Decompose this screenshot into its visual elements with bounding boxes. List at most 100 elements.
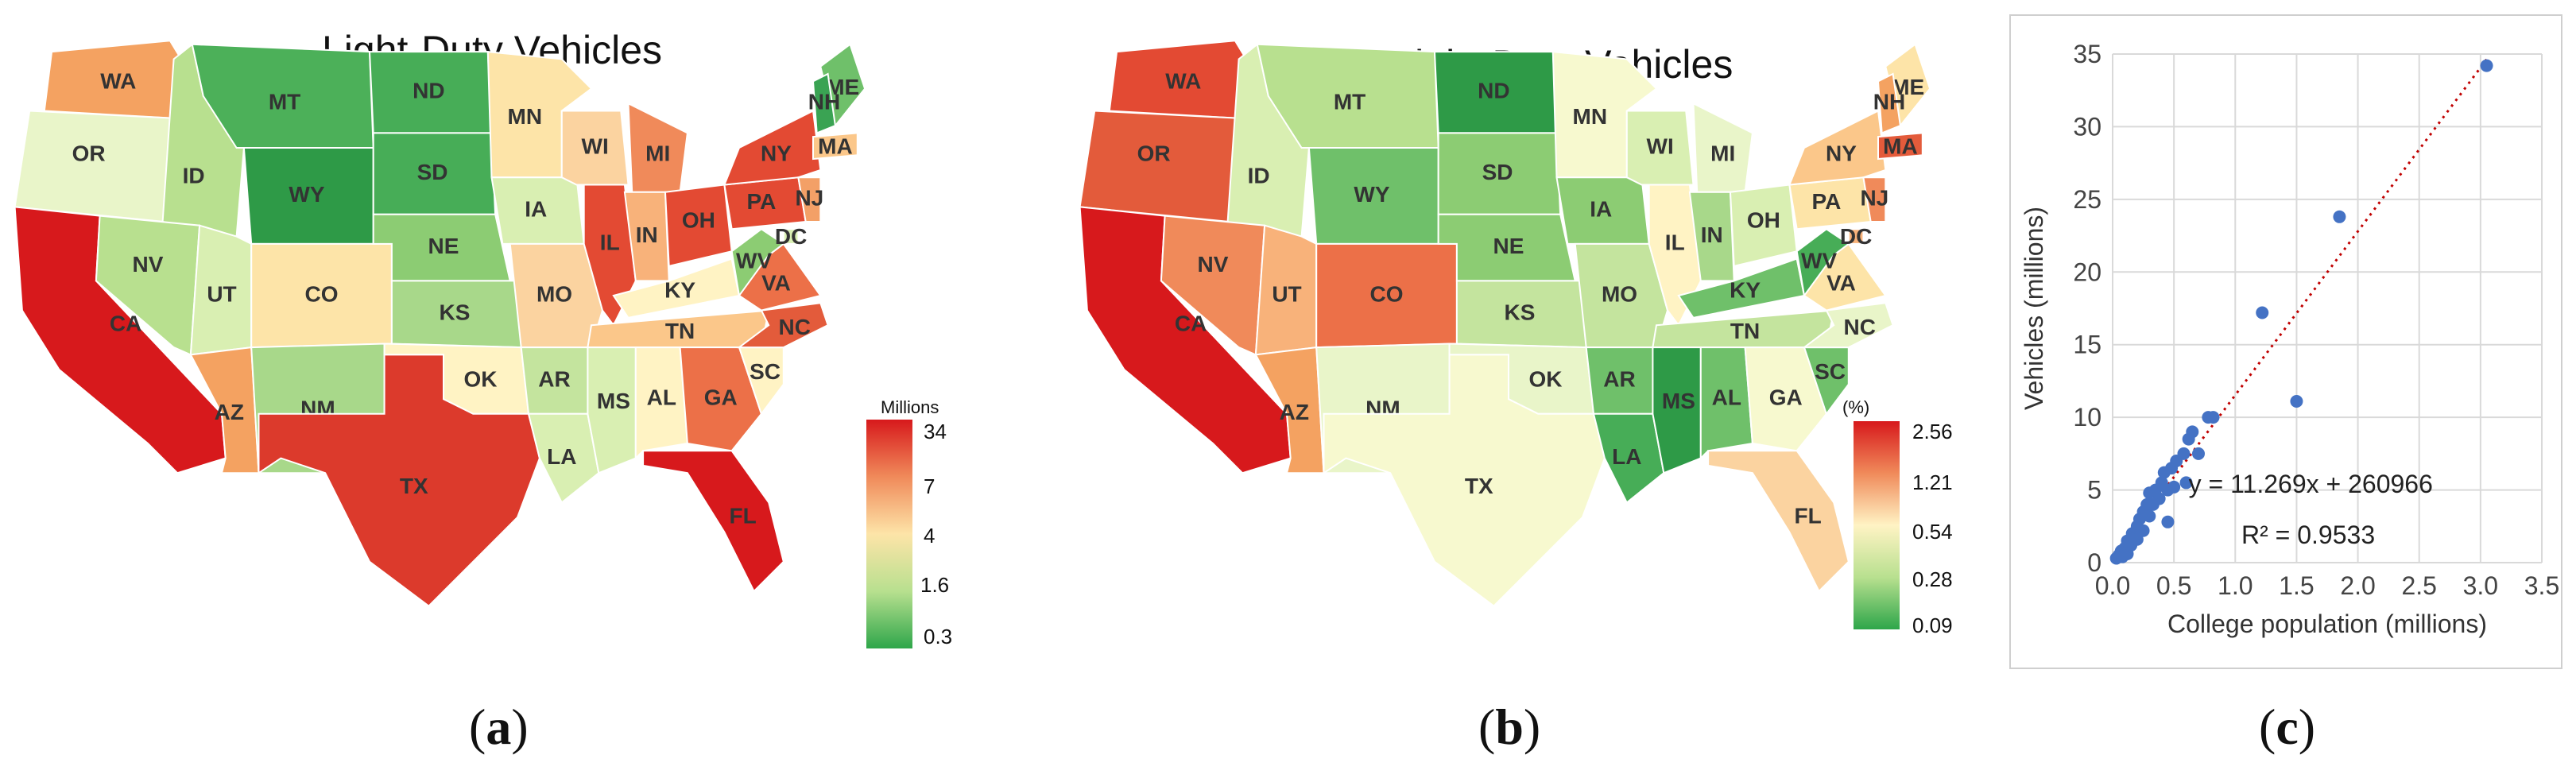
state-label-co: CO (1370, 281, 1404, 306)
state-label-wi: WI (582, 134, 609, 158)
caption-a: (a) (469, 699, 529, 755)
scatter-point (2152, 492, 2166, 505)
x-tick-label: 3.5 (2524, 571, 2559, 600)
state-label-la: LA (1612, 444, 1641, 469)
state-al (634, 346, 688, 461)
caption-c: (c) (2259, 699, 2316, 755)
x-tick-label: 3.0 (2463, 571, 2498, 600)
y-tick-label: 25 (2073, 185, 2101, 214)
state-label-mn: MN (508, 104, 543, 129)
state-label-ma: MA (1883, 134, 1918, 158)
state-wv (1795, 228, 1850, 298)
legend-b-title: (%) (1842, 397, 1870, 417)
state-label-or: OR (1137, 141, 1171, 166)
legend-b-tick: 0.09 (1912, 613, 1953, 637)
state-nv (1160, 215, 1266, 356)
legend-b-tick: 1.21 (1912, 470, 1953, 494)
state-nv (95, 215, 201, 356)
state-label-fl: FL (1795, 503, 1822, 528)
state-label-ia: IA (1590, 196, 1612, 221)
state-label-dc: DC (775, 224, 807, 249)
x-tick-label: 1.0 (2218, 571, 2253, 600)
state-label-ne: NE (1493, 234, 1524, 258)
state-label-tx: TX (1465, 474, 1493, 498)
state-wv (730, 228, 785, 298)
state-label-ar: AR (1603, 366, 1635, 391)
legend-b-tick: 0.54 (1912, 520, 1953, 544)
state-label-ms: MS (597, 389, 630, 413)
y-tick-label: 15 (2073, 331, 2101, 359)
state-ms (587, 346, 637, 474)
state-label-pa: PA (746, 189, 776, 214)
y-axis-label: Vehicles (millions) (2020, 207, 2048, 410)
y-tick-label: 5 (2087, 476, 2101, 505)
state-label-la: LA (547, 444, 576, 469)
state-label-va: VA (1826, 270, 1856, 295)
state-label-oh: OH (1747, 207, 1780, 232)
state-label-ga: GA (704, 385, 738, 410)
state-la (1592, 412, 1665, 504)
state-label-ut: UT (207, 281, 236, 306)
y-tick-label: 20 (2073, 257, 2101, 286)
legend-a-colorbar (866, 420, 912, 648)
state-label-az: AZ (215, 400, 244, 424)
state-ga (1744, 346, 1828, 452)
state-label-ok: OK (464, 366, 498, 391)
state-label-wa: WA (1165, 69, 1201, 94)
state-label-ia: IA (525, 196, 547, 221)
scatter-point (2179, 476, 2193, 490)
state-la (527, 412, 600, 504)
scatter-point (2192, 447, 2205, 460)
map-b: WAORCAIDNVUTAZMTWYCONMNDSDNEKSOKTXMNIAMO… (1079, 40, 1931, 607)
x-axis-label: College population (millions) (2167, 610, 2487, 638)
state-label-mn: MN (1573, 104, 1608, 129)
state-label-ny: NY (761, 141, 792, 166)
state-label-il: IL (600, 230, 620, 254)
panel-a: Light-Duty Vehicles WA OR CA ID NV UT AZ MT WY CO… (0, 0, 952, 778)
y-tick-label: 0 (2087, 548, 2101, 577)
state-label-oh: OH (682, 207, 715, 232)
state-label-nh: NH (1873, 90, 1905, 114)
state-label-wy: WY (1354, 182, 1389, 207)
legend-b-tick: 2.56 (1912, 420, 1953, 443)
x-tick-label: 2.0 (2340, 571, 2375, 600)
state-label-nh: NH (808, 90, 840, 114)
scatter-point (2206, 411, 2220, 424)
state-label-wv: WV (736, 249, 772, 273)
state-label-mi: MI (1710, 141, 1735, 166)
map-a: WAORCAIDNVUTAZMTWYCONMNDSDNEKSOKTXMNIAMO… (14, 40, 866, 607)
state-label-ga: GA (1769, 385, 1803, 410)
state-label-ok: OK (1529, 366, 1563, 391)
caption-b: (b) (1478, 699, 1541, 755)
legend-a-tick: 1.6 (920, 573, 950, 597)
y-tick-label: 10 (2073, 403, 2101, 432)
state-nj (1862, 176, 1887, 223)
x-tick-label: 2.5 (2401, 571, 2436, 600)
legend-b-tick: 0.28 (1912, 567, 1953, 591)
state-label-nd: ND (1478, 79, 1509, 103)
state-label-mo: MO (1602, 281, 1637, 306)
panel-b: Plug-In Light-Duty Vehicles WAORCAIDNVUT… (1073, 0, 1979, 778)
state-fl (642, 450, 784, 593)
trendline-equation: y = 11.269x + 260966 (2189, 470, 2433, 498)
state-label-va: VA (761, 270, 791, 295)
state-label-sc: SC (750, 359, 781, 384)
state-or (1079, 110, 1240, 223)
state-ma (812, 132, 858, 161)
state-label-ky: KY (664, 278, 695, 303)
state-nj (797, 176, 822, 223)
state-label-mi: MI (645, 141, 670, 166)
scatter-point (2256, 306, 2269, 319)
state-label-fl: FL (730, 503, 757, 528)
state-label-ut: UT (1272, 281, 1301, 306)
state-tx (258, 354, 540, 607)
state-label-sc: SC (1815, 359, 1846, 384)
state-ga (679, 346, 763, 452)
state-label-mt: MT (1334, 90, 1365, 114)
state-label-ar: AR (538, 366, 570, 391)
state-label-pa: PA (1811, 189, 1841, 214)
state-label-al: AL (1712, 385, 1741, 410)
scatter-point (2186, 425, 2199, 439)
state-label-mo: MO (537, 281, 572, 306)
scatter-point (2333, 210, 2346, 223)
